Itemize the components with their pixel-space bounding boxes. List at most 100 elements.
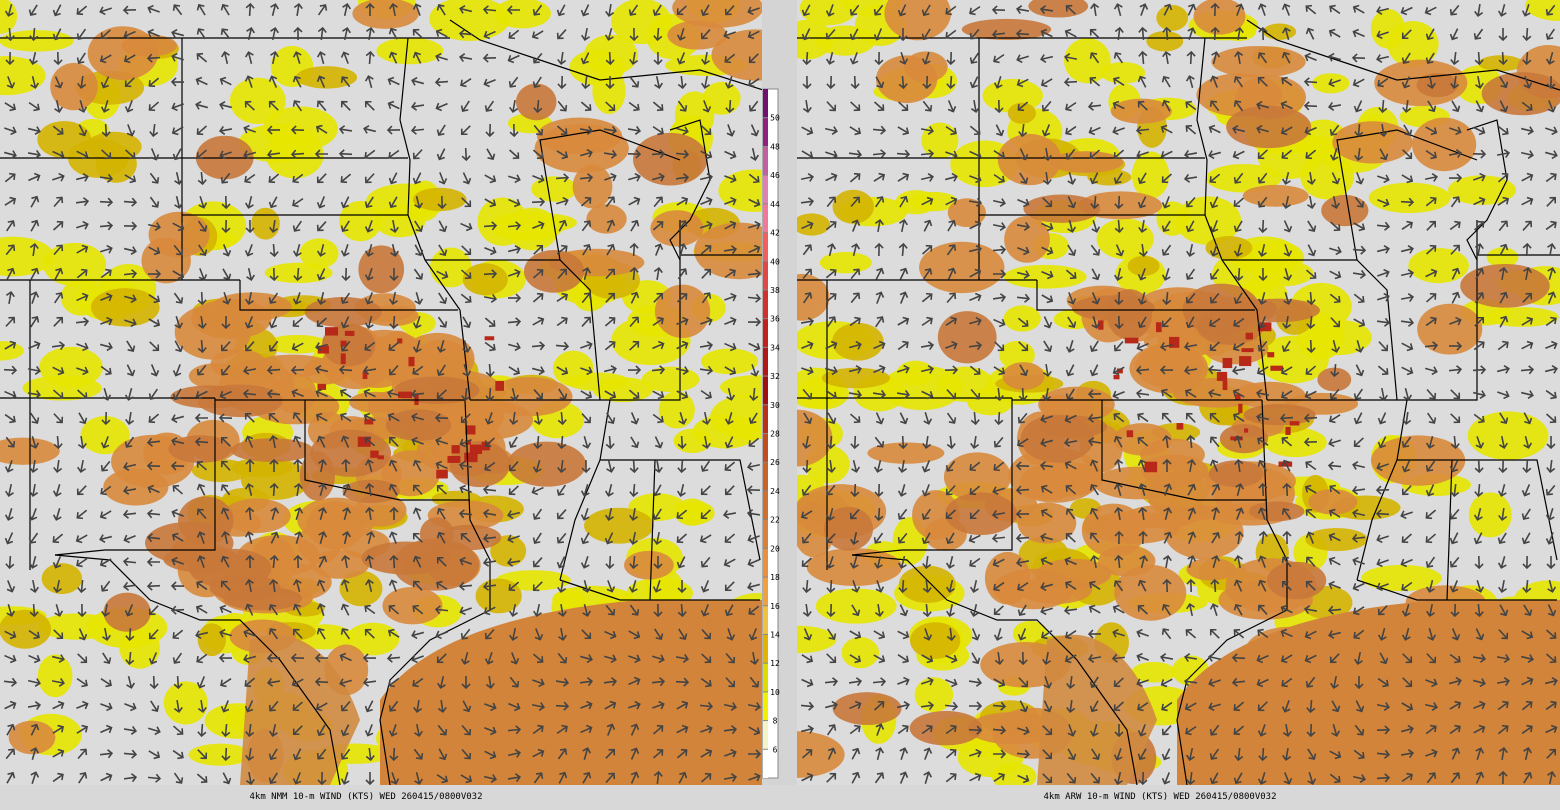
wind-arrow bbox=[1305, 676, 1316, 688]
wind-arrow bbox=[652, 4, 662, 17]
wind-arrow bbox=[1185, 100, 1197, 111]
wind-arrow bbox=[1018, 677, 1029, 688]
wind-arrow bbox=[316, 317, 327, 328]
wind-arrow bbox=[533, 435, 543, 450]
wind-arrow bbox=[123, 269, 138, 279]
wind-arrow bbox=[148, 629, 159, 640]
wind-arrow bbox=[5, 51, 15, 66]
colorbar-label: 20 bbox=[770, 544, 780, 553]
wind-arrow bbox=[1545, 389, 1557, 400]
wind-arrow bbox=[1353, 388, 1364, 400]
wind-arrow bbox=[1015, 509, 1030, 519]
wind-arrow bbox=[1280, 628, 1293, 638]
wind-arrow bbox=[1137, 436, 1149, 447]
wind-arrow bbox=[1545, 172, 1557, 183]
wind-arrow bbox=[748, 342, 761, 352]
wind-arrow bbox=[1400, 6, 1413, 16]
wind-arrow bbox=[317, 26, 327, 41]
wind-arrow bbox=[242, 366, 257, 375]
wind-arrow bbox=[290, 149, 305, 159]
wind-arrow bbox=[897, 172, 910, 182]
wind-arrow bbox=[824, 366, 838, 376]
wind-arrow bbox=[604, 532, 614, 545]
wind-arrow bbox=[677, 100, 688, 112]
wind-arrow bbox=[1426, 772, 1437, 784]
wind-arrow bbox=[1497, 172, 1509, 183]
wind-arrow bbox=[266, 365, 281, 375]
wind-arrow bbox=[196, 28, 207, 40]
wind-arrow bbox=[1303, 413, 1318, 423]
wind-arrow bbox=[606, 412, 616, 424]
wind-arrow bbox=[1160, 342, 1174, 351]
strong-wind-spot bbox=[317, 383, 327, 390]
wind-arrow bbox=[220, 364, 231, 376]
wind-arrow bbox=[100, 702, 113, 712]
wind-arrow bbox=[899, 747, 909, 760]
wind-arrow bbox=[1307, 195, 1316, 210]
wind-arrow bbox=[509, 676, 520, 688]
wind-arrow bbox=[874, 603, 884, 618]
wind-arrow bbox=[314, 677, 329, 687]
wind-arrow bbox=[1234, 267, 1244, 282]
wind-arrow bbox=[968, 725, 983, 735]
wind-arrow bbox=[850, 483, 860, 498]
wind-arrow bbox=[1113, 76, 1125, 86]
wind-arrow bbox=[1208, 388, 1222, 398]
wind-arrow bbox=[485, 363, 495, 378]
wind-arrow bbox=[340, 724, 350, 737]
wind-arrow bbox=[1354, 724, 1365, 736]
wind-arrow bbox=[1451, 628, 1461, 641]
wind-arrow bbox=[897, 654, 909, 664]
wind-arrow bbox=[77, 603, 87, 618]
wind-arrow bbox=[675, 149, 690, 159]
wind-arrow bbox=[435, 52, 448, 62]
wind-arrow bbox=[196, 531, 206, 544]
wind-arrow bbox=[750, 651, 759, 666]
wind-arrow bbox=[462, 340, 472, 353]
wind-arrow bbox=[945, 340, 958, 350]
wind-arrow bbox=[245, 747, 255, 762]
wind-arrow bbox=[676, 196, 689, 206]
wind-shading bbox=[507, 441, 586, 487]
wind-arrow bbox=[1305, 269, 1317, 280]
wind-arrow bbox=[4, 102, 17, 112]
wind-arrow bbox=[899, 219, 908, 233]
wind-arrow bbox=[317, 771, 327, 785]
colorbar-label: 44 bbox=[770, 200, 780, 209]
wind-arrow bbox=[1280, 654, 1293, 664]
colorbar-swatch bbox=[763, 577, 768, 606]
wind-arrow bbox=[100, 100, 110, 113]
wind-arrow bbox=[1472, 390, 1486, 400]
wind-arrow bbox=[652, 316, 664, 327]
wind-arrow bbox=[1328, 414, 1341, 424]
wind-arrow bbox=[1016, 54, 1029, 64]
wind-arrow bbox=[993, 53, 1005, 64]
wind-arrow bbox=[1040, 438, 1054, 448]
wind-arrow bbox=[1400, 317, 1415, 327]
wind-arrow bbox=[1257, 316, 1267, 329]
wind-arrow bbox=[1256, 124, 1269, 134]
wind-arrow bbox=[1546, 556, 1556, 570]
wind-arrow bbox=[581, 413, 592, 424]
wind-arrow bbox=[676, 748, 688, 759]
wind-arrow bbox=[364, 243, 374, 257]
wind-arrow bbox=[1209, 173, 1221, 184]
wind-arrow bbox=[874, 242, 884, 257]
wind-arrow bbox=[1425, 366, 1438, 376]
wind-arrow bbox=[827, 243, 837, 257]
wind-arrow bbox=[724, 5, 735, 16]
wind-arrow bbox=[1379, 148, 1389, 161]
wind-shading bbox=[197, 623, 226, 657]
wind-arrow bbox=[1426, 412, 1437, 424]
wind-arrow bbox=[532, 678, 545, 688]
wind-arrow bbox=[314, 149, 328, 159]
colorbar-label: 40 bbox=[770, 257, 780, 266]
wind-arrow bbox=[52, 28, 62, 41]
wind-shading bbox=[937, 311, 997, 364]
wind-arrow bbox=[414, 220, 424, 232]
colorbar-swatch bbox=[763, 433, 768, 463]
wind-arrow bbox=[1545, 532, 1555, 545]
wind-arrow bbox=[581, 316, 592, 327]
wind-arrow bbox=[1065, 148, 1076, 160]
wind-arrow bbox=[387, 100, 400, 110]
